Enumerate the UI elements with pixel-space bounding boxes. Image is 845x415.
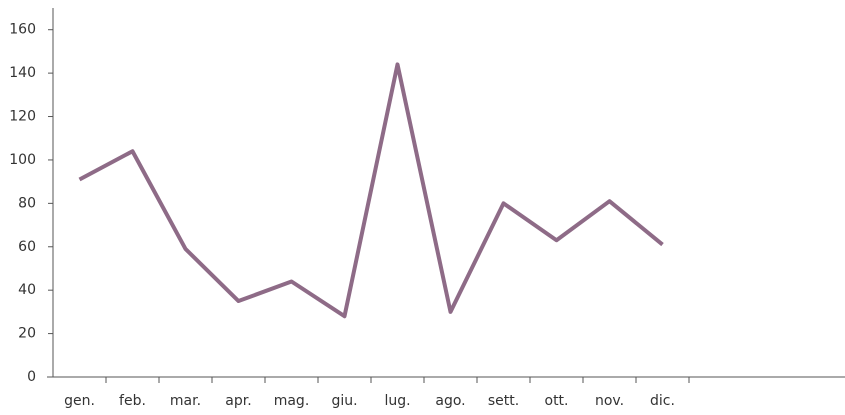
y-tick-label: 0 bbox=[27, 369, 36, 385]
y-tick-label: 20 bbox=[18, 326, 36, 342]
x-tick-label: mag. bbox=[274, 393, 310, 409]
y-tick-label: 60 bbox=[18, 239, 36, 255]
y-tick-label: 80 bbox=[18, 195, 36, 211]
x-tick-label: ott. bbox=[545, 393, 569, 409]
x-tick-label: lug. bbox=[384, 393, 410, 409]
x-tick-label: gen. bbox=[64, 393, 95, 409]
line-series bbox=[78, 62, 664, 319]
x-tick-label: nov. bbox=[595, 393, 624, 409]
y-tick-label: 120 bbox=[9, 109, 36, 125]
y-tick-label: 100 bbox=[9, 152, 36, 168]
x-tick-label: feb. bbox=[119, 393, 146, 409]
y-tick-label: 40 bbox=[18, 282, 36, 298]
x-tick-label: giu. bbox=[331, 393, 357, 409]
x-tick-label: mar. bbox=[170, 393, 201, 409]
x-tick-label: apr. bbox=[225, 393, 251, 409]
y-tick-label: 140 bbox=[9, 65, 36, 81]
y-tick-label: 160 bbox=[9, 22, 36, 38]
x-tick-label: dic. bbox=[650, 393, 675, 409]
x-tick-label: sett. bbox=[488, 393, 519, 409]
x-tick-label: ago. bbox=[435, 393, 465, 409]
